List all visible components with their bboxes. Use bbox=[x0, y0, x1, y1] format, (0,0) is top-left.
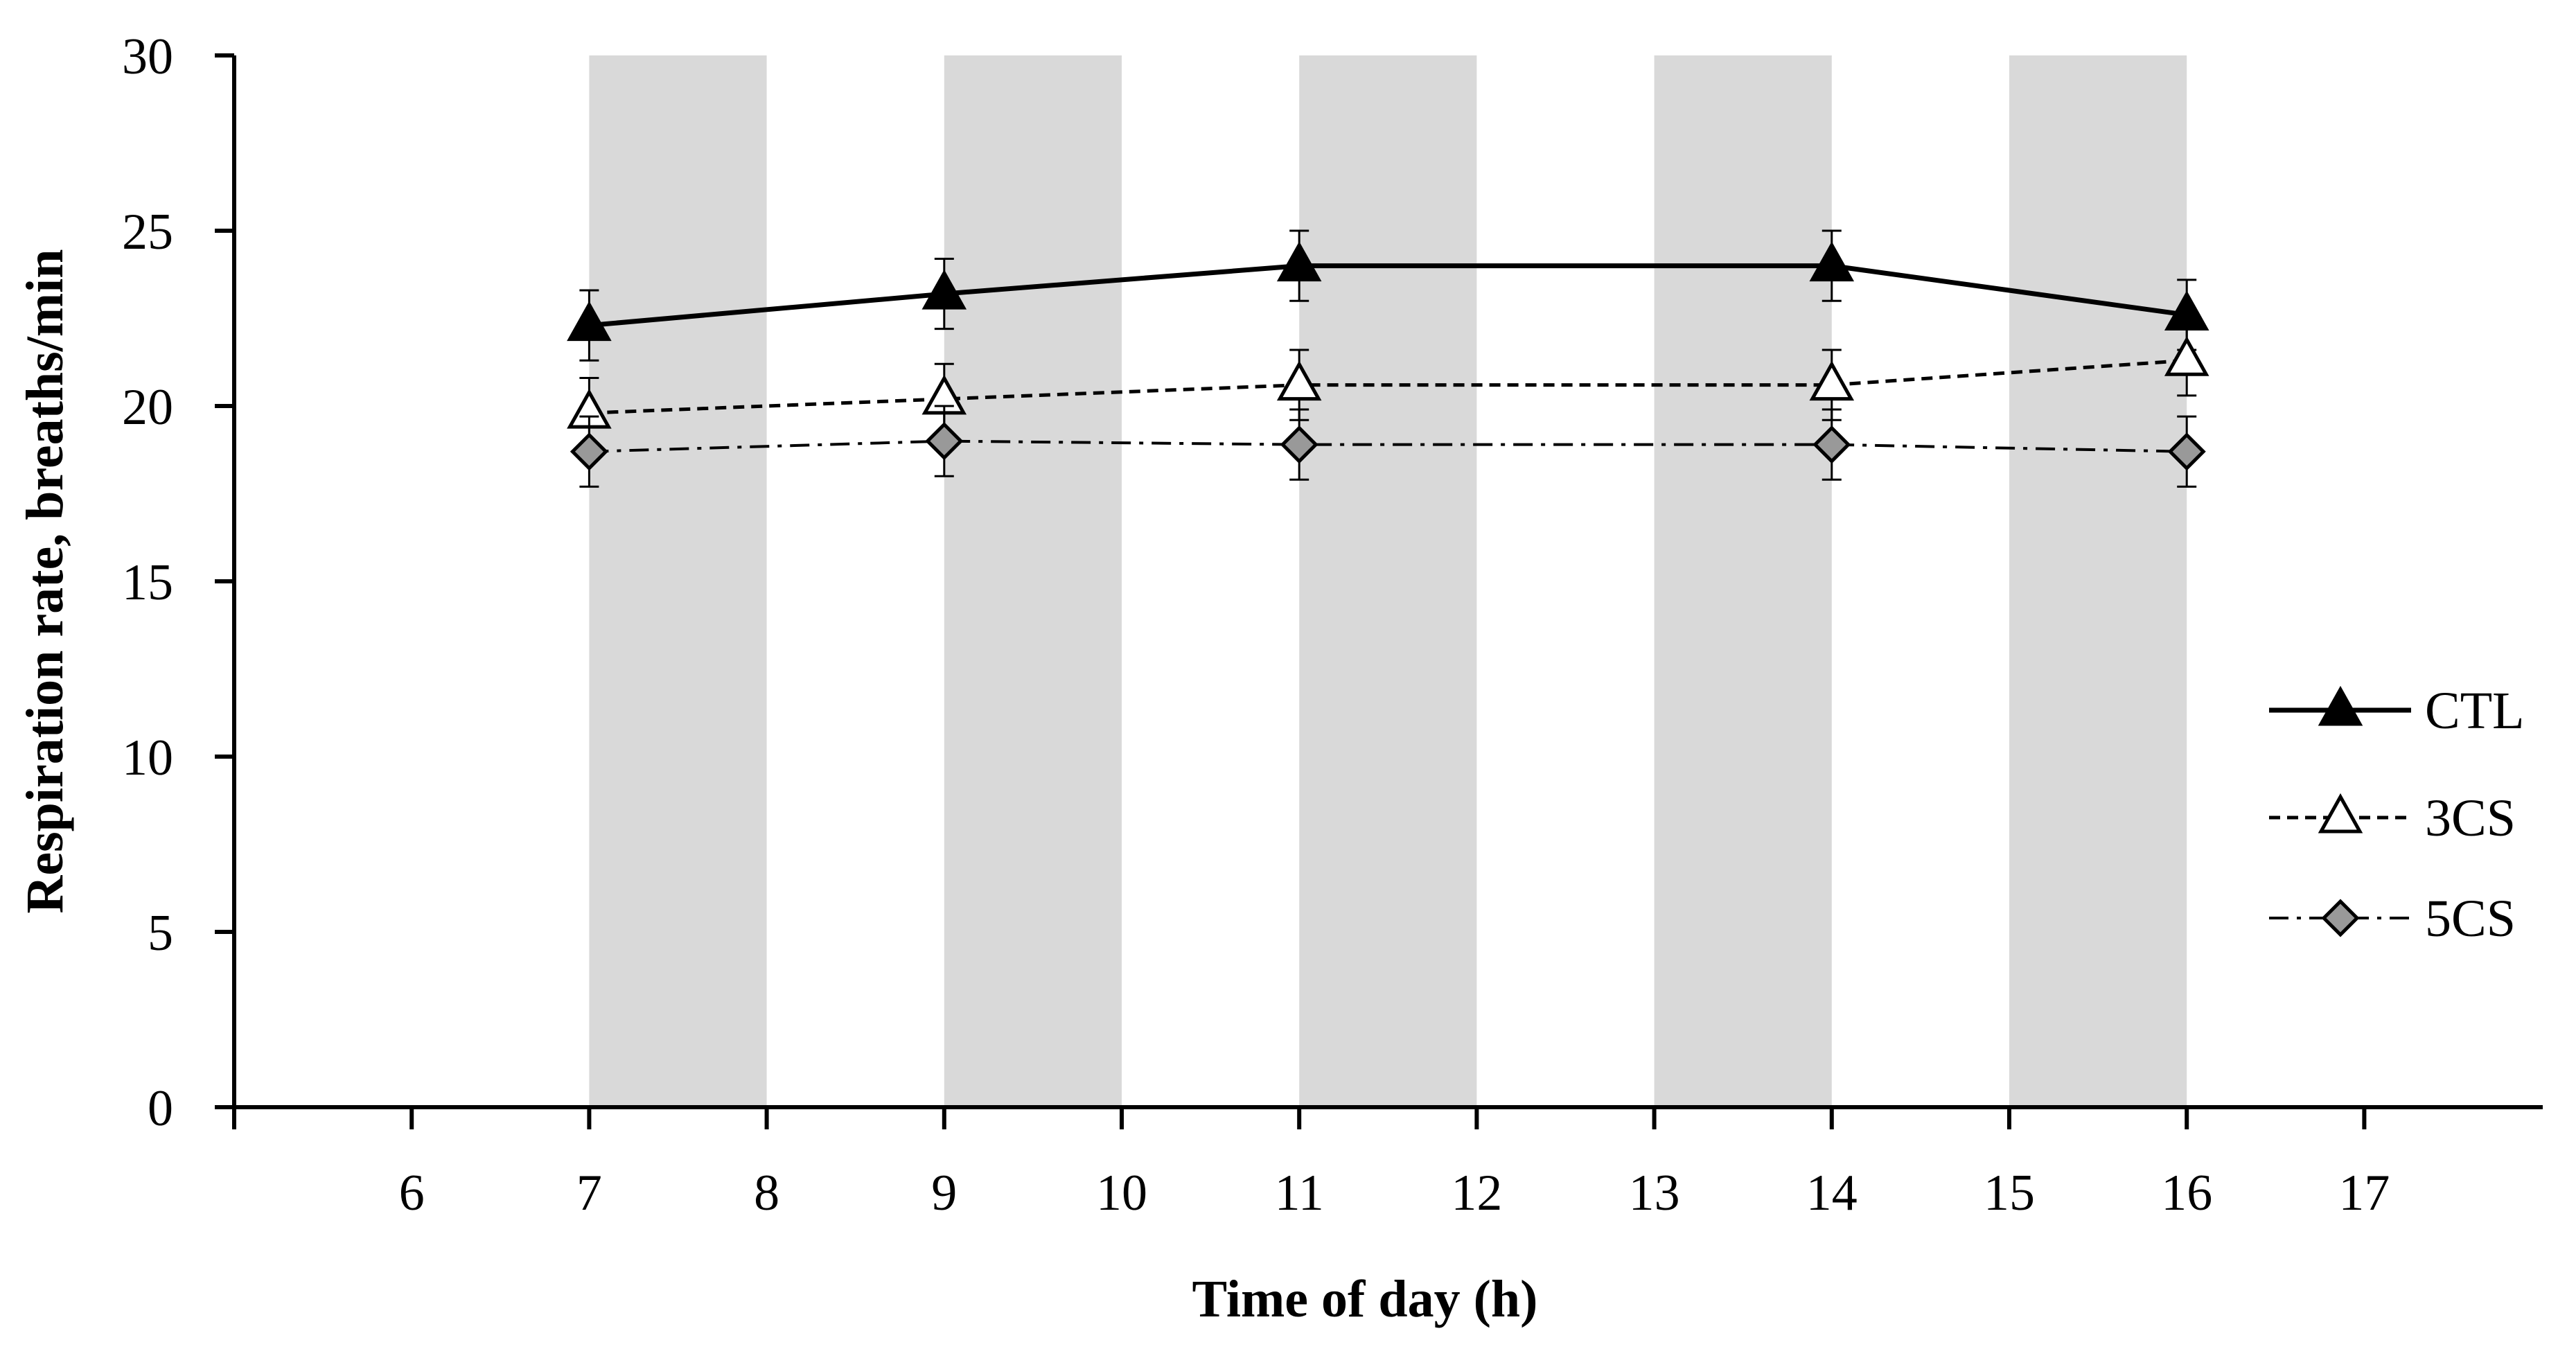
legend-entry-3CS: 3CS bbox=[2269, 789, 2516, 847]
shade-band-13 bbox=[1654, 55, 1832, 1107]
point-CTL bbox=[1276, 241, 1322, 282]
point-3CS bbox=[1276, 360, 1322, 401]
y-tick-label: 20 bbox=[122, 379, 173, 436]
y-axis-ticks: 0 5 10 15 20 25 30 bbox=[122, 28, 234, 1137]
shade-band-7 bbox=[589, 55, 767, 1107]
legend-marker-3CS bbox=[2318, 793, 2363, 834]
x-axis-title: Time of day (h) bbox=[1192, 1270, 1538, 1328]
series-5CS bbox=[570, 405, 2206, 488]
point-CTL bbox=[921, 269, 967, 310]
x-tick-label: 10 bbox=[1096, 1165, 1147, 1222]
legend-label: 5CS bbox=[2425, 890, 2516, 948]
x-tick-label: 12 bbox=[1451, 1165, 1502, 1222]
point-3CS bbox=[1809, 360, 1855, 401]
x-tick-label: 8 bbox=[754, 1165, 779, 1222]
x-axis-ticks: 6 7 8 9 10 11 12 13 14 15 16 17 bbox=[232, 1107, 2390, 1222]
x-tick-label: 7 bbox=[576, 1165, 602, 1222]
legend-label: 3CS bbox=[2425, 789, 2516, 847]
series-3CS bbox=[567, 324, 2209, 450]
shade-band-9 bbox=[944, 55, 1122, 1107]
point-5CS bbox=[2167, 432, 2206, 471]
series-group bbox=[567, 229, 2209, 488]
x-tick-label: 11 bbox=[1275, 1165, 1324, 1222]
y-tick-label: 0 bbox=[148, 1080, 173, 1137]
point-5CS bbox=[925, 422, 964, 461]
shaded-bands bbox=[589, 55, 2187, 1107]
y-tick-label: 25 bbox=[122, 204, 173, 261]
legend: CTL 3CS 5CS bbox=[2269, 682, 2525, 948]
point-5CS bbox=[1280, 425, 1318, 464]
x-tick-label: 15 bbox=[1984, 1165, 2035, 1222]
y-tick-label: 10 bbox=[122, 730, 173, 786]
x-tick-label: 13 bbox=[1629, 1165, 1680, 1222]
y-tick-label: 15 bbox=[122, 554, 173, 611]
y-tick-label: 30 bbox=[122, 28, 173, 85]
point-3CS bbox=[2164, 336, 2209, 376]
y-tick-label: 5 bbox=[148, 905, 173, 962]
x-tick-label: 14 bbox=[1806, 1165, 1858, 1222]
x-tick-label: 6 bbox=[399, 1165, 425, 1222]
x-tick-label: 17 bbox=[2338, 1165, 2390, 1222]
legend-entry-CTL: CTL bbox=[2269, 682, 2525, 740]
point-5CS bbox=[1812, 425, 1851, 464]
x-tick-label: 9 bbox=[931, 1165, 957, 1222]
shade-band-15 bbox=[2009, 55, 2187, 1107]
legend-marker-CTL bbox=[2318, 685, 2363, 726]
legend-marker-5CS bbox=[2321, 899, 2360, 937]
point-5CS bbox=[570, 432, 608, 471]
point-CTL bbox=[567, 301, 612, 342]
legend-label: CTL bbox=[2425, 682, 2525, 740]
shade-band-11 bbox=[1299, 55, 1477, 1107]
legend-entry-5CS: 5CS bbox=[2269, 890, 2516, 948]
point-CTL bbox=[1809, 241, 1855, 282]
x-tick-label: 16 bbox=[2161, 1165, 2212, 1222]
y-axis-title: Respiration rate, breaths/min bbox=[16, 249, 74, 913]
